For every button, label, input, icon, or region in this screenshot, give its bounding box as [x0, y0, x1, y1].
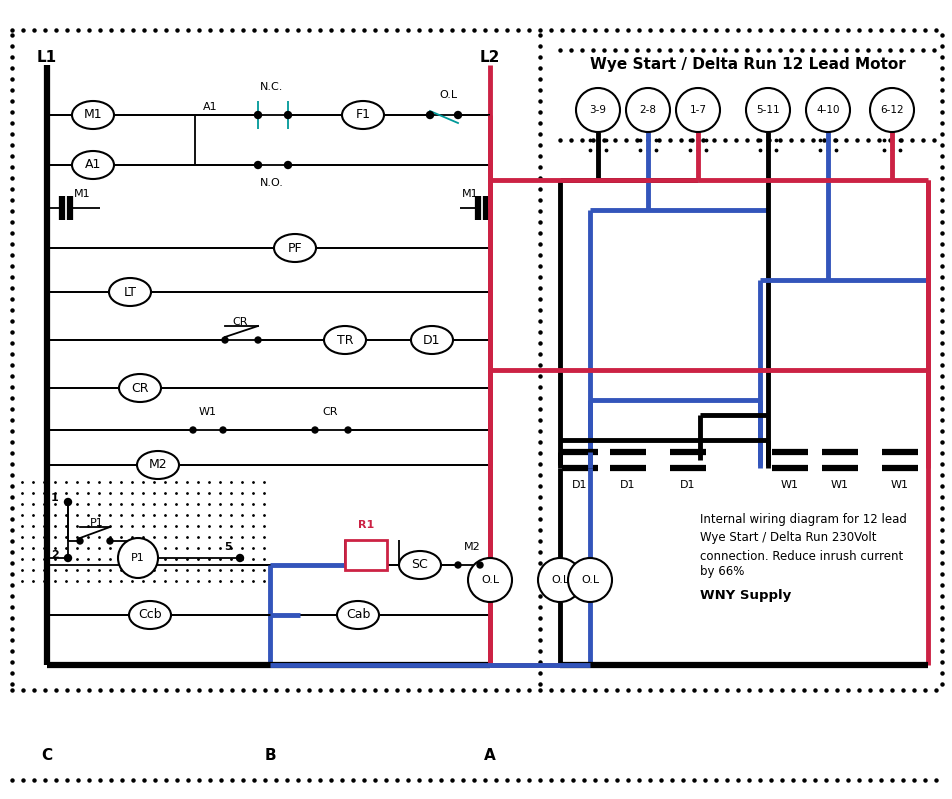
Circle shape	[255, 337, 261, 343]
Circle shape	[77, 538, 83, 544]
Circle shape	[222, 337, 228, 343]
Circle shape	[65, 499, 71, 506]
Ellipse shape	[324, 326, 366, 354]
Text: by 66%: by 66%	[700, 566, 744, 578]
Text: M1: M1	[462, 189, 478, 199]
Ellipse shape	[274, 234, 316, 262]
Text: D1: D1	[572, 480, 587, 490]
Text: PF: PF	[288, 241, 303, 255]
Circle shape	[312, 427, 318, 433]
Ellipse shape	[72, 101, 114, 129]
Ellipse shape	[342, 101, 384, 129]
Ellipse shape	[411, 326, 453, 354]
Circle shape	[107, 538, 113, 544]
Ellipse shape	[137, 451, 179, 479]
Circle shape	[455, 562, 461, 568]
Text: B: B	[265, 748, 276, 762]
Text: CR: CR	[232, 317, 248, 327]
Text: Internal wiring diagram for 12 lead: Internal wiring diagram for 12 lead	[700, 514, 907, 527]
Text: Cab: Cab	[346, 609, 370, 622]
Text: P1: P1	[90, 518, 104, 528]
Circle shape	[426, 112, 433, 118]
Text: 1-7: 1-7	[689, 105, 706, 115]
FancyBboxPatch shape	[345, 540, 387, 570]
Ellipse shape	[109, 278, 151, 306]
Text: SC: SC	[411, 559, 428, 571]
Circle shape	[568, 558, 612, 602]
Circle shape	[118, 538, 158, 578]
Text: D1: D1	[621, 480, 636, 490]
Circle shape	[538, 558, 582, 602]
Ellipse shape	[337, 601, 379, 629]
Text: N.C.: N.C.	[260, 82, 284, 92]
Text: 2-8: 2-8	[640, 105, 657, 115]
Circle shape	[345, 427, 351, 433]
Text: N.O.: N.O.	[260, 178, 284, 188]
Text: LT: LT	[124, 285, 136, 299]
Text: Wye Start / Delta Run 12 Lead Motor: Wye Start / Delta Run 12 Lead Motor	[590, 58, 906, 73]
Circle shape	[65, 555, 71, 562]
Circle shape	[190, 427, 196, 433]
Circle shape	[220, 427, 226, 433]
Text: M1: M1	[84, 109, 102, 121]
Text: W1: W1	[891, 480, 909, 490]
Text: 6-12: 6-12	[881, 105, 903, 115]
Text: L1: L1	[37, 50, 57, 66]
Text: D1: D1	[681, 480, 696, 490]
Text: WNY Supply: WNY Supply	[700, 589, 791, 602]
Text: O.L: O.L	[551, 575, 569, 585]
Text: Ccb: Ccb	[138, 609, 162, 622]
Circle shape	[477, 562, 483, 568]
Circle shape	[626, 88, 670, 132]
Text: 3-9: 3-9	[589, 105, 606, 115]
Text: D1: D1	[424, 333, 441, 347]
Text: A: A	[485, 748, 496, 762]
Text: connection. Reduce inrush current: connection. Reduce inrush current	[700, 550, 903, 562]
Text: R1: R1	[358, 520, 374, 530]
Text: O.L: O.L	[439, 90, 457, 100]
Text: M1: M1	[73, 189, 90, 199]
Text: P1: P1	[131, 553, 145, 563]
Text: O.L: O.L	[581, 575, 599, 585]
Circle shape	[576, 88, 620, 132]
Text: 1: 1	[51, 493, 59, 503]
Ellipse shape	[129, 601, 171, 629]
Circle shape	[806, 88, 850, 132]
Circle shape	[468, 558, 512, 602]
Circle shape	[676, 88, 720, 132]
Circle shape	[870, 88, 914, 132]
Circle shape	[454, 112, 462, 118]
Ellipse shape	[399, 551, 441, 579]
Text: 2: 2	[51, 550, 59, 560]
Text: C: C	[42, 748, 52, 762]
Text: O.L: O.L	[481, 575, 499, 585]
Text: CR: CR	[131, 381, 149, 395]
Text: W1: W1	[781, 480, 799, 490]
Circle shape	[285, 112, 291, 118]
Text: L2: L2	[480, 50, 500, 66]
Text: W1: W1	[831, 480, 849, 490]
Text: TR: TR	[337, 333, 353, 347]
Text: W1: W1	[199, 407, 217, 417]
Text: F1: F1	[355, 109, 370, 121]
Text: 5: 5	[224, 542, 232, 552]
Text: A1: A1	[203, 102, 217, 112]
Text: A1: A1	[85, 158, 101, 172]
Text: Wye Start / Delta Run 230Volt: Wye Start / Delta Run 230Volt	[700, 531, 877, 544]
Ellipse shape	[119, 374, 161, 402]
Circle shape	[236, 555, 244, 562]
Circle shape	[285, 161, 291, 169]
Text: 5-11: 5-11	[756, 105, 780, 115]
Text: M2: M2	[149, 459, 168, 471]
Ellipse shape	[72, 151, 114, 179]
Text: CR: CR	[322, 407, 338, 417]
Text: 4-10: 4-10	[816, 105, 840, 115]
Circle shape	[254, 112, 262, 118]
Text: M2: M2	[464, 542, 481, 552]
Circle shape	[254, 161, 262, 169]
Circle shape	[746, 88, 790, 132]
